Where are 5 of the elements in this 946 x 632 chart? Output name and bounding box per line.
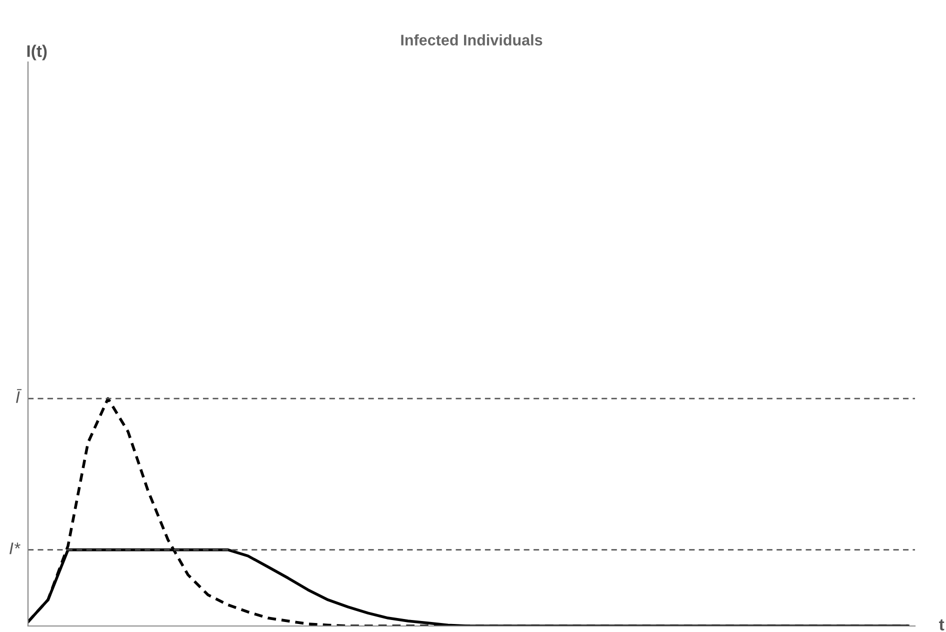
ref-line-label: I* [10,542,20,554]
ref-line-label: Ī [16,389,22,403]
chart-title: Infected Individuals [401,34,542,46]
x-axis-title: t [939,619,944,630]
text: I(t) [27,44,47,60]
